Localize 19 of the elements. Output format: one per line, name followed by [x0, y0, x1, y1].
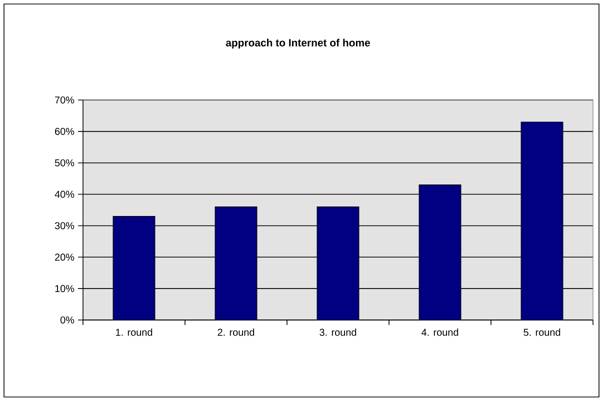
y-tick-label: 30% — [54, 222, 74, 230]
y-tick-label: 50% — [54, 159, 74, 166]
x-tick-label: 1. round — [116, 328, 152, 336]
y-tick-label: 40% — [54, 190, 74, 198]
y-tick-label: 0% — [60, 316, 74, 324]
y-tick-label: 10% — [55, 285, 74, 292]
bar — [520, 122, 564, 320]
x-tick-label: 4. round — [422, 328, 458, 336]
x-tick-label: 3. round — [320, 328, 356, 336]
y-tick-label: 60% — [55, 128, 74, 135]
chart-title: approach to Internet of home — [226, 38, 370, 49]
x-tick-label: 5. round — [524, 328, 560, 336]
bar — [316, 206, 360, 320]
x-tick-label: 2. round — [218, 328, 254, 336]
bar — [112, 216, 156, 320]
bar — [418, 184, 462, 320]
bar — [214, 206, 258, 320]
y-tick-label: 20% — [55, 254, 74, 261]
y-tick-label: 70% — [55, 96, 74, 104]
